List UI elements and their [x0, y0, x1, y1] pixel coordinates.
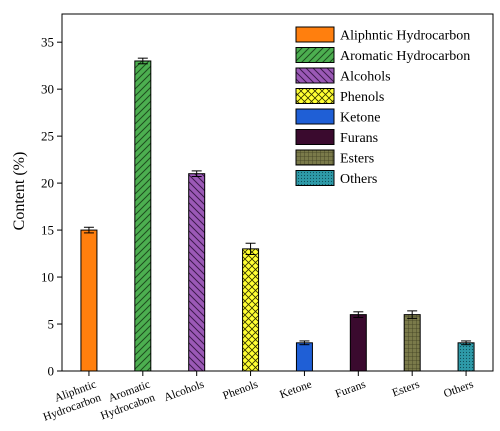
legend-label: Phenols — [340, 90, 384, 105]
bar — [295, 342, 313, 372]
y-tick-label: 35 — [41, 35, 54, 50]
x-tick-label: Esters — [391, 378, 422, 399]
y-axis: 0 5 10 15 20 25 30 35 — [41, 35, 62, 379]
legend-label: Aliphntic Hydrocarbon — [340, 29, 470, 44]
bar — [457, 342, 475, 372]
bar — [242, 248, 260, 372]
x-tick-label: AliphnticHydrocarbon — [37, 378, 103, 423]
x-tick-label: AromaticHydrocabon — [94, 378, 157, 422]
bar — [403, 314, 421, 372]
x-tick-label: Phenols — [221, 378, 260, 402]
y-axis-label: Content (%) — [11, 152, 28, 231]
x-tick-label: Ketone — [278, 379, 313, 402]
legend-label: Aromatic Hydrocarbon — [340, 49, 470, 64]
bar — [349, 314, 367, 372]
legend-label: Furans — [340, 131, 378, 146]
legend-swatch — [295, 47, 335, 63]
legend: Aliphntic Hydrocarbon Aromatic Hydrocarbo… — [295, 26, 470, 187]
y-tick-label: 0 — [48, 364, 55, 379]
y-tick-label: 20 — [41, 176, 54, 191]
legend-label: Others — [340, 172, 377, 187]
legend-swatch — [295, 149, 335, 166]
x-tick-label: Furans — [334, 378, 368, 400]
legend-label: Alcohols — [340, 70, 391, 85]
plot-area — [80, 57, 475, 372]
legend-label: Ketone — [340, 111, 380, 126]
legend-swatch — [295, 26, 335, 43]
legend-swatch — [295, 67, 335, 84]
legend-label: Esters — [340, 152, 374, 167]
x-tick-label: Alcohols — [163, 378, 207, 404]
bar — [188, 173, 206, 372]
plot-frame — [61, 13, 494, 372]
legend-swatch — [295, 108, 335, 125]
x-axis: AliphnticHydrocarbonAromaticHydrocabonAl… — [37, 371, 476, 424]
y-tick-label: 15 — [41, 223, 54, 238]
y-tick-label: 10 — [41, 270, 54, 285]
legend-swatch — [295, 170, 335, 186]
y-tick-label: 5 — [48, 317, 55, 332]
legend-swatch — [295, 88, 335, 104]
y-tick-label: 30 — [41, 82, 54, 97]
bar — [134, 60, 152, 372]
legend-swatch — [295, 129, 335, 145]
y-tick-label: 25 — [41, 129, 54, 144]
x-tick-label: Others — [442, 378, 475, 400]
bar — [80, 229, 98, 372]
